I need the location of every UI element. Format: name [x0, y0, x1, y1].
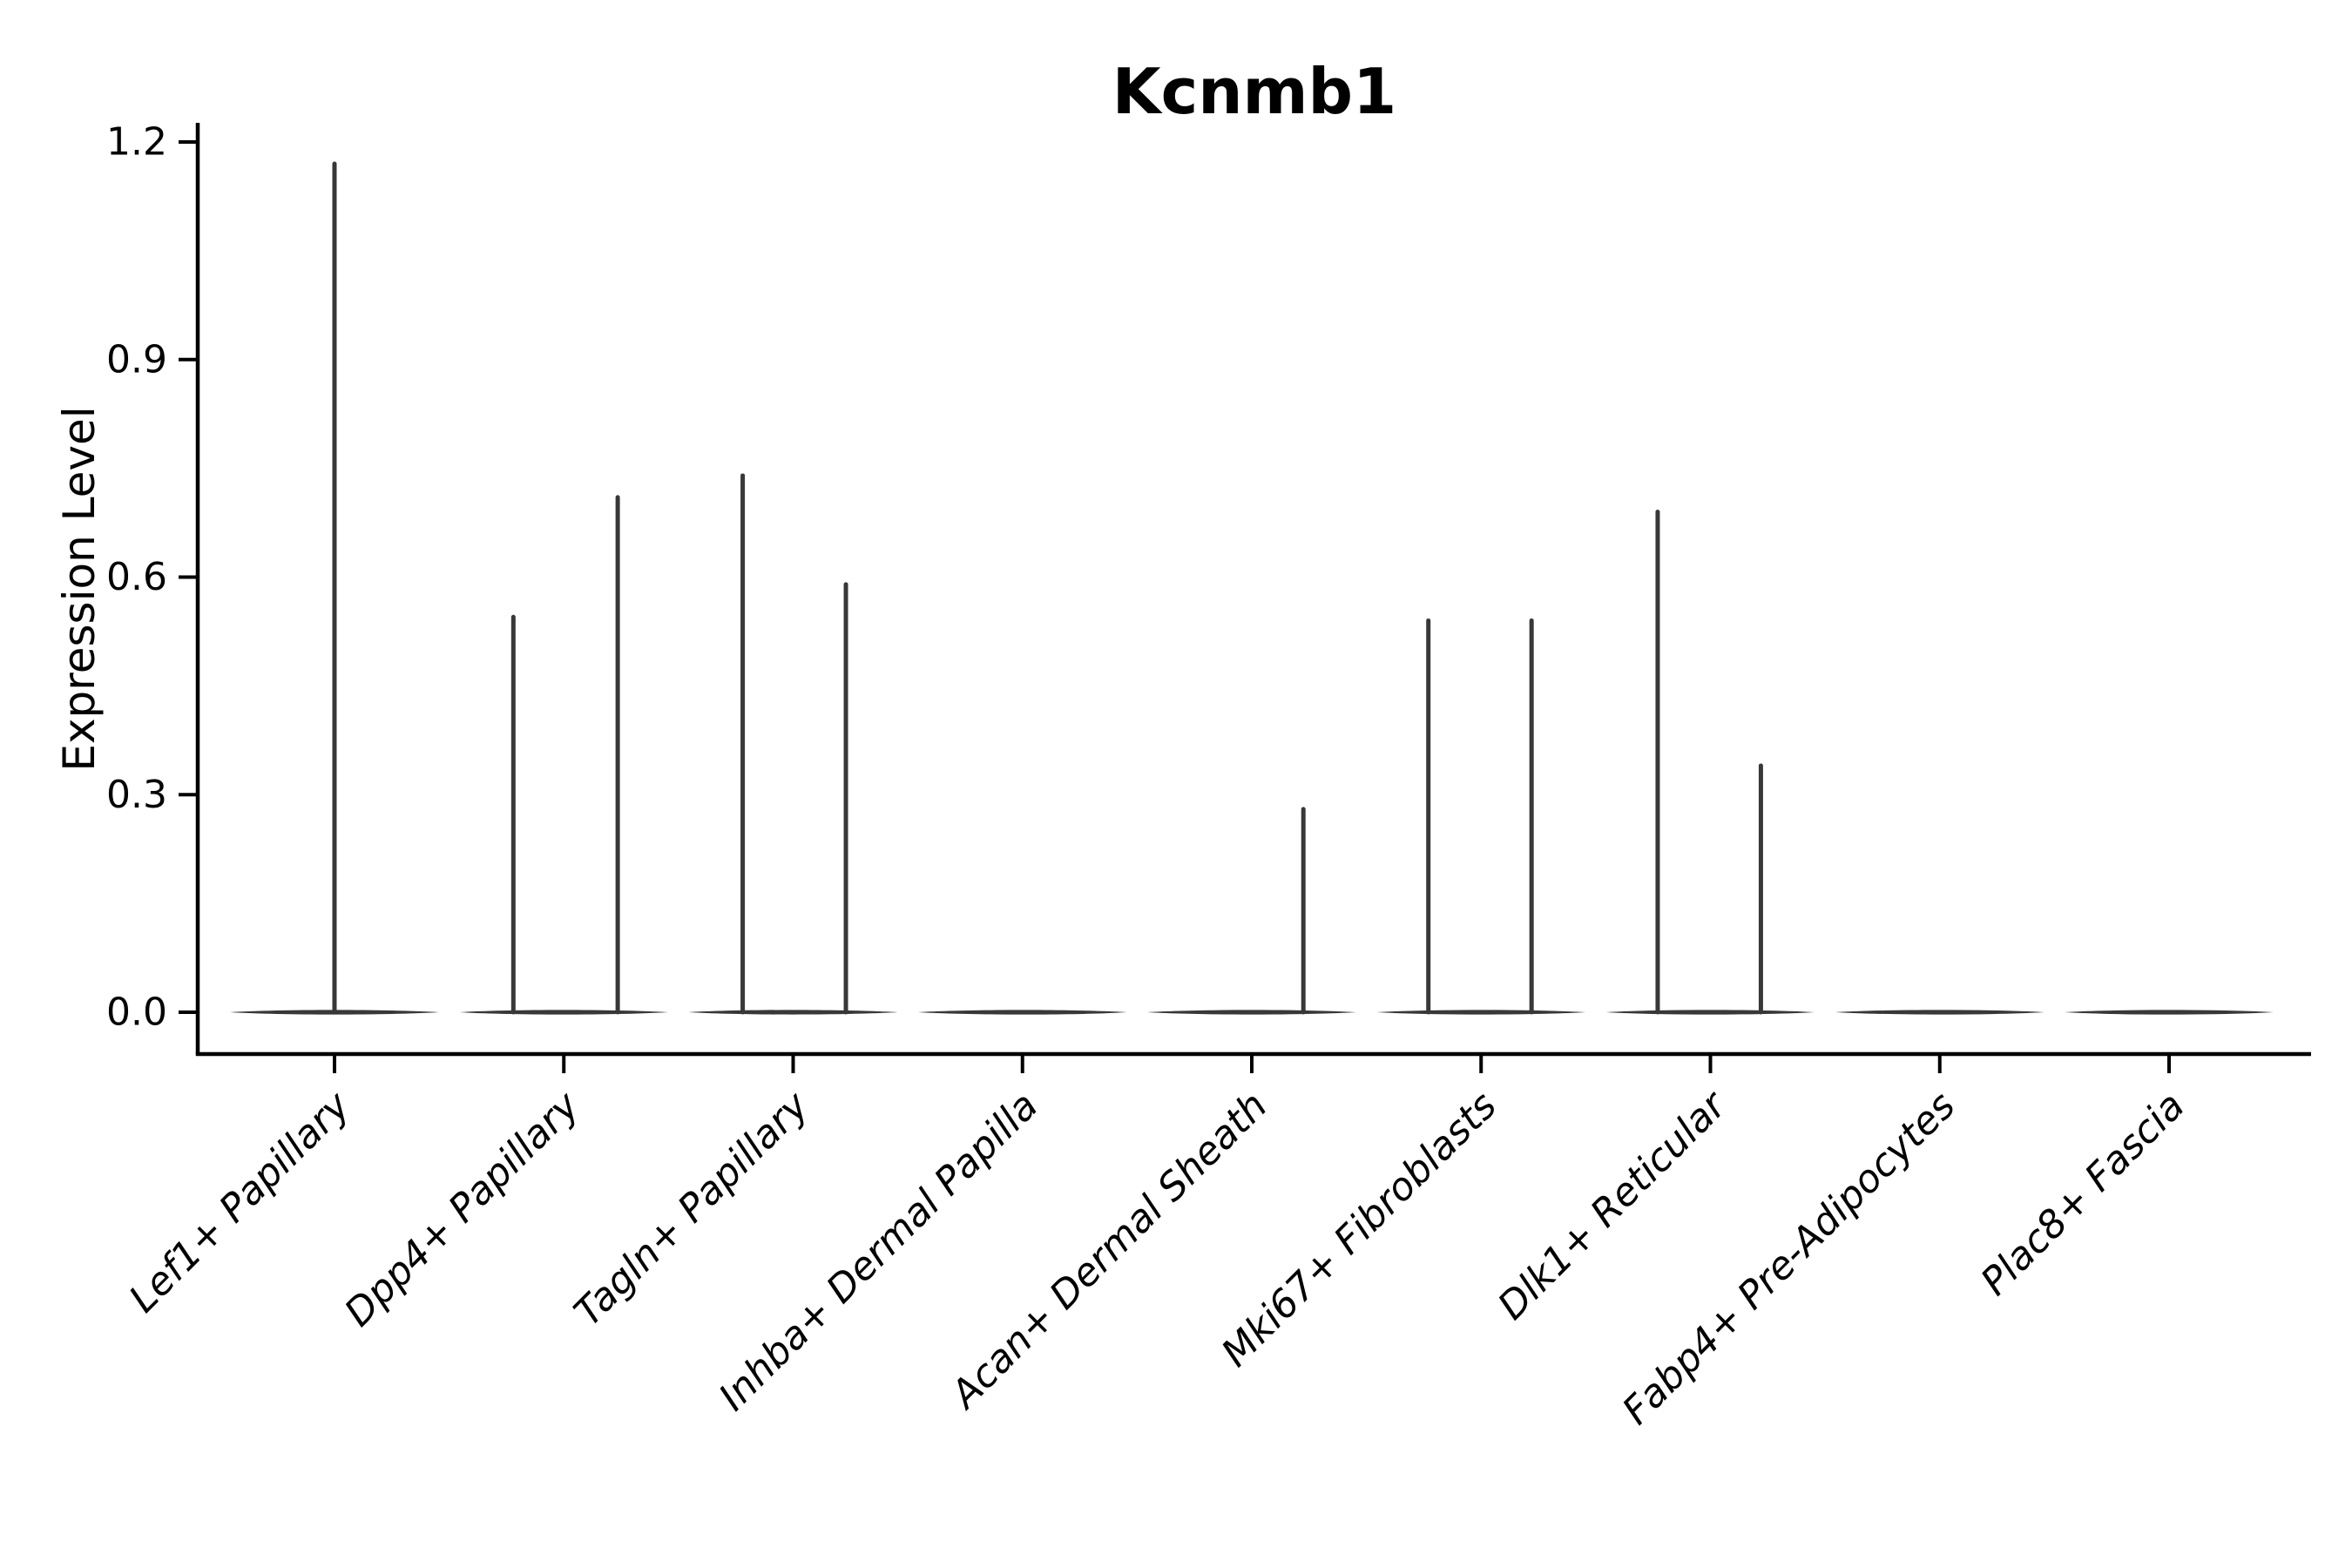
y-axis-label: Expression Level — [54, 406, 105, 771]
y-tick-label: 0.6 — [106, 555, 167, 599]
y-tick-labels: 0.0 0.3 0.6 0.9 1.2 — [106, 120, 167, 1035]
violin-body — [2065, 1010, 2274, 1015]
chart-title: Kcnmb1 — [1112, 55, 1396, 128]
y-tick-label: 1.2 — [106, 120, 167, 165]
x-tick-label: Plac8+ Fascia — [1972, 1084, 2193, 1304]
x-tick-label: Tagln+ Papillary — [566, 1083, 818, 1335]
violin-body — [688, 1010, 898, 1015]
violin-body — [1147, 1010, 1356, 1015]
violin-body — [1605, 1010, 1815, 1015]
y-tick-label: 0.9 — [106, 337, 167, 382]
violin-body — [917, 1010, 1127, 1015]
axes — [179, 123, 2311, 1073]
x-tick-label: Dpp4+ Papillary — [336, 1083, 589, 1335]
y-tick-label: 0.3 — [106, 773, 167, 817]
x-tick-label: Lef1+ Papillary — [121, 1083, 360, 1321]
y-tick-label: 0.0 — [106, 990, 167, 1035]
violin-body — [459, 1010, 669, 1015]
violins — [230, 161, 2274, 1015]
violin-body — [1376, 1010, 1586, 1015]
x-tick-label: Dlk1+ Reticular — [1490, 1082, 1736, 1328]
violin-body — [1835, 1010, 2044, 1015]
